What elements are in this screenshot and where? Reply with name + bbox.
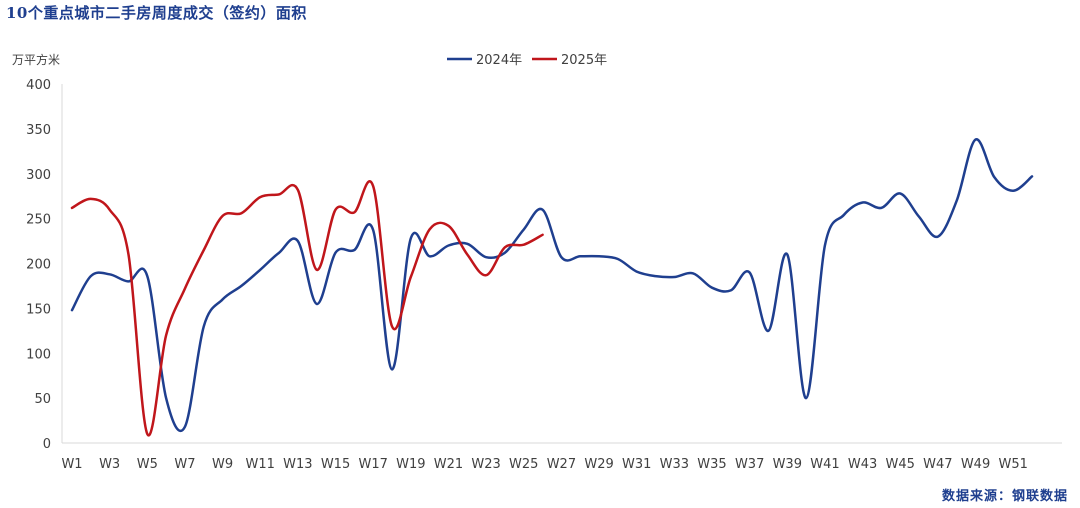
x-tick-label: W43 xyxy=(848,457,877,472)
y-tick-label: 50 xyxy=(34,392,51,407)
x-tick-label: W35 xyxy=(697,457,726,472)
x-tick-label: W23 xyxy=(471,457,500,472)
x-tick-label: W19 xyxy=(396,457,425,472)
x-tick-label: W5 xyxy=(137,457,158,472)
series-lines xyxy=(70,138,1034,437)
x-tick-label: W31 xyxy=(622,457,651,472)
x-tick-label: W39 xyxy=(773,457,802,472)
y-axis-label: 万平方米 xyxy=(12,52,60,67)
x-tick-label: W29 xyxy=(584,457,613,472)
y-tick-label: 400 xyxy=(26,78,51,93)
y-tick-label: 350 xyxy=(26,123,51,138)
x-tick-label: W7 xyxy=(174,457,195,472)
data-source: 数据来源：钢联数据 xyxy=(941,489,1068,504)
legend-label-1: 2024年 xyxy=(476,53,522,68)
x-tick-label: W15 xyxy=(321,457,350,472)
y-tick-label: 200 xyxy=(26,258,51,273)
x-tick-label: W13 xyxy=(283,457,312,472)
legend-label-2: 2025年 xyxy=(561,53,607,68)
x-tick-label: W17 xyxy=(358,457,387,472)
y-tick-label: 300 xyxy=(26,168,51,183)
x-tick-label: W27 xyxy=(547,457,576,472)
x-tick-label: W51 xyxy=(998,457,1027,472)
x-tick-label: W33 xyxy=(660,457,689,472)
x-tick-label: W3 xyxy=(99,457,120,472)
x-tick-label: W9 xyxy=(212,457,233,472)
x-tick-label: W47 xyxy=(923,457,952,472)
y-tick-label: 100 xyxy=(26,347,51,362)
x-tick-label: W21 xyxy=(434,457,463,472)
x-tick-label: W45 xyxy=(886,457,915,472)
x-tick-label: W49 xyxy=(961,457,990,472)
chart-title: 10个重点城市二手房周度成交（签约）面积 xyxy=(6,4,307,22)
x-tick-label: W1 xyxy=(61,457,82,472)
y-tick-label: 0 xyxy=(43,437,51,452)
y-tick-label: 150 xyxy=(26,302,51,317)
x-tick-label: W41 xyxy=(810,457,839,472)
series-line-2 xyxy=(70,180,544,437)
chart-axes: 万平方米 0 50 100 150 200 250 300 350 400 W1 W3 W5 W7 W9 W1… xyxy=(12,52,1062,472)
x-tick-label: W37 xyxy=(735,457,764,472)
x-tick-label: W11 xyxy=(246,457,275,472)
legend: 2024年 2025年 xyxy=(447,53,607,68)
series-line-1 xyxy=(70,138,1034,433)
y-tick-label: 250 xyxy=(26,213,51,228)
x-tick-label: W25 xyxy=(509,457,538,472)
